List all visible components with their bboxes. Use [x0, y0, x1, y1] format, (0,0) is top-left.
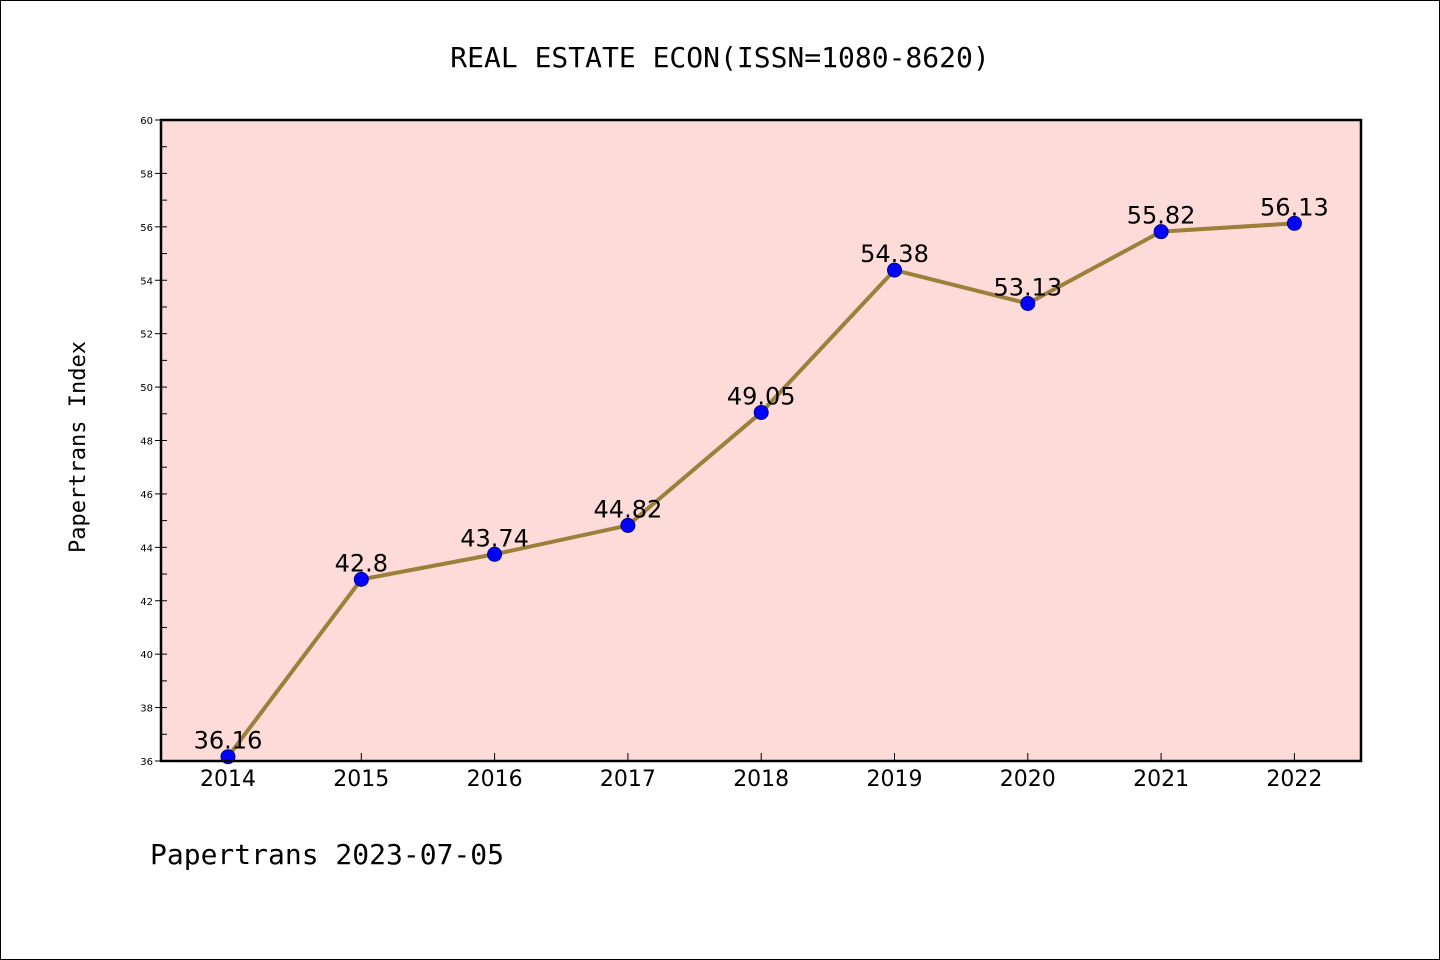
data-label: 42.8 — [335, 549, 388, 577]
y-tick-label: 58 — [140, 169, 153, 180]
y-tick-label: 54 — [140, 276, 153, 287]
x-tick-label: 2016 — [467, 767, 523, 792]
data-point — [1020, 295, 1036, 311]
y-tick-label: 42 — [140, 597, 153, 608]
y-axis-label: Papertrans Index — [66, 341, 91, 553]
data-label: 55.82 — [1127, 202, 1196, 230]
data-label: 49.05 — [727, 382, 796, 410]
plot-border — [159, 118, 1363, 763]
data-label: 36.16 — [194, 727, 263, 755]
x-tick-label: 2017 — [600, 767, 656, 792]
data-point — [887, 262, 902, 278]
y-tick-label: 38 — [140, 704, 153, 715]
y-tick-label: 60 — [140, 116, 153, 127]
data-point — [620, 517, 636, 533]
x-tick-label: 2019 — [867, 767, 923, 792]
x-axis-ticks: 2014 2015 2016 2017 2018 2019 2020 2021 2022 — [200, 753, 1322, 792]
y-tick-label: 46 — [140, 490, 153, 501]
x-tick-label: 2022 — [1266, 767, 1322, 792]
data-point — [1153, 224, 1169, 240]
data-label: 54.38 — [860, 240, 929, 268]
x-tick-label: 2018 — [733, 767, 789, 792]
data-label: 44.82 — [594, 495, 663, 523]
series-group: 36.16 42.8 43.74 44.82 49.05 54.38 53.13 55.82 5… — [194, 193, 1329, 765]
x-tick-label: 2015 — [333, 767, 389, 792]
data-point — [753, 404, 769, 420]
data-point — [487, 546, 503, 562]
data-label: 43.74 — [460, 524, 529, 552]
chart-title: REAL ESTATE ECON(ISSN=1080-8620) — [450, 41, 989, 74]
footer-note: Papertrans 2023-07-05 — [150, 838, 504, 871]
y-tick-label: 40 — [140, 650, 153, 661]
x-tick-label: 2020 — [1000, 767, 1056, 792]
y-tick-label: 44 — [140, 543, 153, 554]
y-tick-label: 52 — [140, 330, 153, 341]
y-tick-label: 48 — [140, 437, 153, 448]
y-tick-label: 50 — [140, 383, 153, 394]
data-point — [353, 571, 369, 587]
y-axis-ticks: 36 38 40 42 44 46 48 50 52 54 56 58 60 — [140, 116, 167, 768]
y-tick-label: 36 — [140, 757, 153, 768]
data-label: 53.13 — [993, 273, 1062, 301]
data-label: 56.13 — [1260, 193, 1329, 221]
x-tick-label: 2021 — [1133, 767, 1189, 792]
data-point — [1286, 215, 1302, 231]
x-tick-label: 2014 — [200, 767, 256, 792]
y-tick-label: 56 — [140, 223, 153, 234]
